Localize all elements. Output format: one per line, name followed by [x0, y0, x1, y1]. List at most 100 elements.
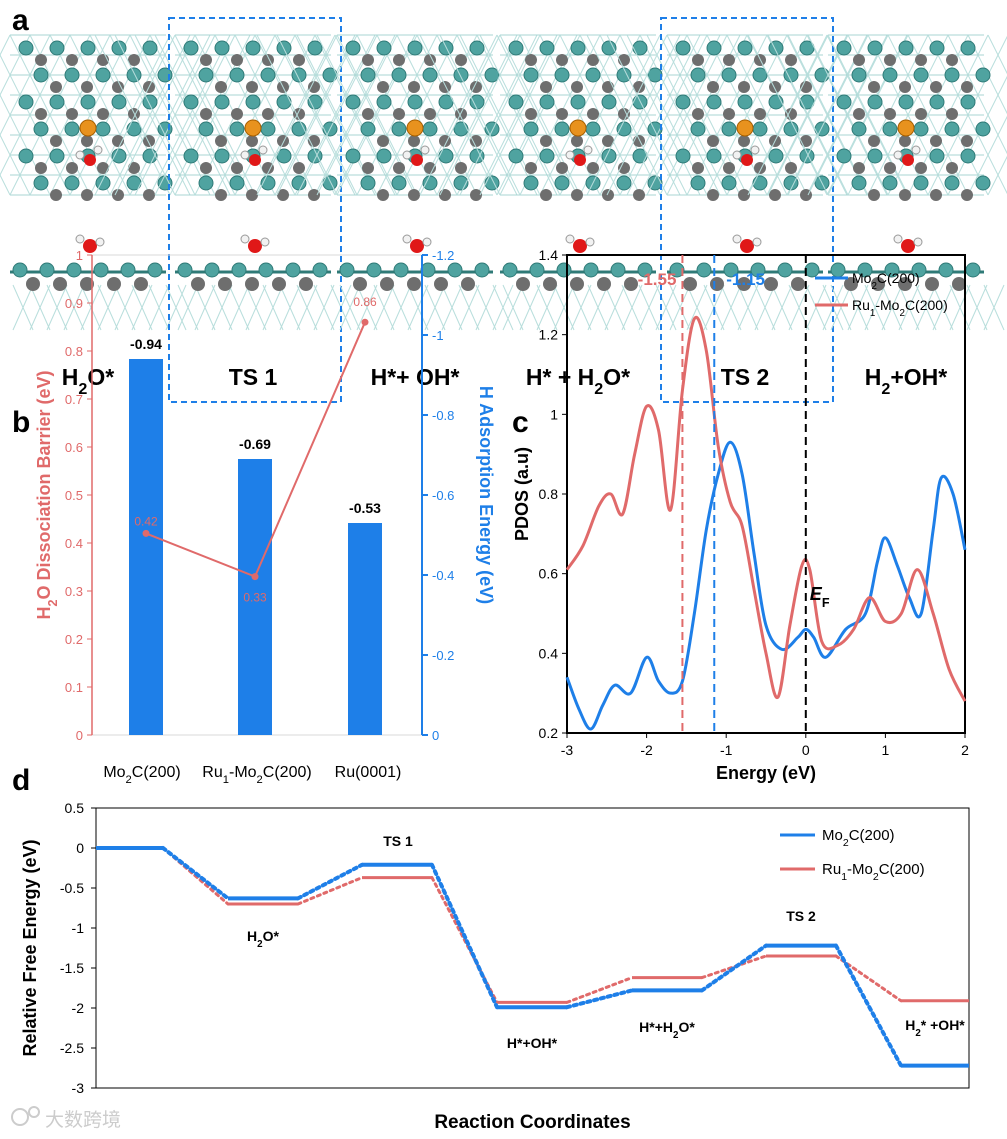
mo-atom — [80, 40, 96, 56]
mo-atom — [706, 40, 722, 56]
mo-atom — [836, 148, 852, 164]
mo-atom — [690, 67, 706, 83]
mo-atom — [39, 262, 55, 278]
side-lattice-line — [424, 284, 446, 331]
carbon-atom — [246, 81, 258, 93]
side-lattice-line — [12, 284, 34, 331]
carbon-atom — [723, 54, 735, 66]
mo-atom — [484, 67, 500, 83]
carbon-atom — [785, 162, 797, 174]
mo-atom — [867, 40, 883, 56]
hydrogen-atom — [240, 234, 250, 244]
mo-atom — [183, 148, 199, 164]
mo-atom — [111, 94, 127, 110]
mo-atom — [737, 94, 753, 110]
y-axis-title: PDOS (a.u) — [512, 447, 532, 541]
bar-label-2: -0.69 — [239, 436, 271, 452]
side-lattice-line — [177, 284, 199, 331]
carbon-atom — [961, 135, 973, 147]
mo-atom — [637, 262, 653, 278]
oxygen-atom — [573, 239, 587, 253]
carbon-atom — [35, 162, 47, 174]
left-tick-label: 0.2 — [65, 632, 83, 647]
legend-label-1: Mo2C(200) — [852, 270, 920, 292]
side-lattice-line — [915, 284, 937, 331]
carbon-atom — [961, 81, 973, 93]
mo-atom — [960, 94, 976, 110]
carbon-atom — [707, 81, 719, 93]
carbon-atom — [769, 81, 781, 93]
mo-atom — [407, 94, 423, 110]
side-lattice-line — [228, 284, 250, 331]
mo-atom — [111, 148, 127, 164]
structure-2: TS 1 — [94, 17, 416, 403]
category-label-2: Ru1-Mo2C(200) — [202, 764, 311, 786]
ru-atom — [79, 119, 97, 137]
carbon-atom — [439, 189, 451, 201]
y-tick-label: 1.4 — [539, 247, 559, 263]
carbon-atom — [785, 108, 797, 120]
state-label-3: H*+OH* — [507, 1035, 558, 1051]
left-tick-label: 0 — [76, 728, 83, 743]
y-tick-label: -0.5 — [60, 880, 84, 896]
hydrogen-atom — [402, 150, 412, 160]
mo-atom — [258, 262, 274, 278]
mo-atom — [768, 94, 784, 110]
carbon-atom — [470, 189, 482, 201]
y-tick-label: -3 — [72, 1080, 85, 1096]
mo-atom — [33, 175, 49, 191]
carbon-atom — [246, 189, 258, 201]
carbon-atom — [618, 162, 630, 174]
carbon-atom — [871, 277, 885, 291]
carbon-atom — [915, 108, 927, 120]
left-tick-label: 0.4 — [65, 536, 83, 551]
panel-label-c: c — [512, 406, 529, 439]
x-axis-title: Energy (eV) — [716, 763, 816, 783]
chart-d-plot-area — [95, 807, 970, 1089]
side-lattice-line — [29, 284, 51, 331]
carbon-atom — [362, 54, 374, 66]
barrier-label-2: 0.33 — [243, 591, 267, 605]
mo-atom — [360, 121, 376, 137]
carbon-atom — [128, 54, 140, 66]
hydrogen-atom — [893, 150, 903, 160]
mo-atom — [198, 67, 214, 83]
mo-atom — [523, 121, 539, 137]
carbon-atom — [408, 81, 420, 93]
side-lattice-line — [737, 284, 759, 331]
panel-label-a: a — [12, 4, 29, 37]
x-tick-label: 0 — [802, 742, 810, 758]
carbon-atom — [738, 81, 750, 93]
carbon-atom — [925, 277, 939, 291]
mo-atom — [675, 40, 691, 56]
side-lattice-line — [339, 284, 361, 331]
mo-atom — [391, 175, 407, 191]
lattice-line — [606, 34, 688, 196]
mo-atom — [768, 148, 784, 164]
lattice-line — [436, 34, 518, 196]
carbon-atom — [692, 54, 704, 66]
side-lattice-line — [441, 284, 463, 331]
state-label-3: H*+ OH* — [371, 364, 460, 390]
ru-atom — [569, 119, 587, 137]
oxygen-atom — [410, 239, 424, 253]
mo-atom — [616, 175, 632, 191]
carbon-atom — [262, 162, 274, 174]
lattice-line — [419, 34, 501, 196]
panel-d-chart: 0.5 0 -0.5 -1 -1.5 -2 -2.5 -3 Relative Free Ener… — [20, 800, 970, 1133]
mo-atom — [867, 94, 883, 110]
carbon-atom — [215, 189, 227, 201]
fermi-label: EF — [810, 584, 830, 610]
side-lattice-line — [279, 284, 301, 331]
mo-atom — [66, 262, 82, 278]
carbon-atom — [946, 162, 958, 174]
category-label-3: Ru(0001) — [335, 764, 402, 781]
vline-label-1: -1.55 — [638, 270, 677, 289]
carbon-atom — [50, 135, 62, 147]
mo-atom — [49, 94, 65, 110]
mo-atom — [33, 121, 49, 137]
lattice-line — [599, 34, 681, 196]
side-lattice-line — [148, 284, 170, 331]
mo-atom — [229, 67, 245, 83]
lattice-line — [456, 34, 538, 196]
